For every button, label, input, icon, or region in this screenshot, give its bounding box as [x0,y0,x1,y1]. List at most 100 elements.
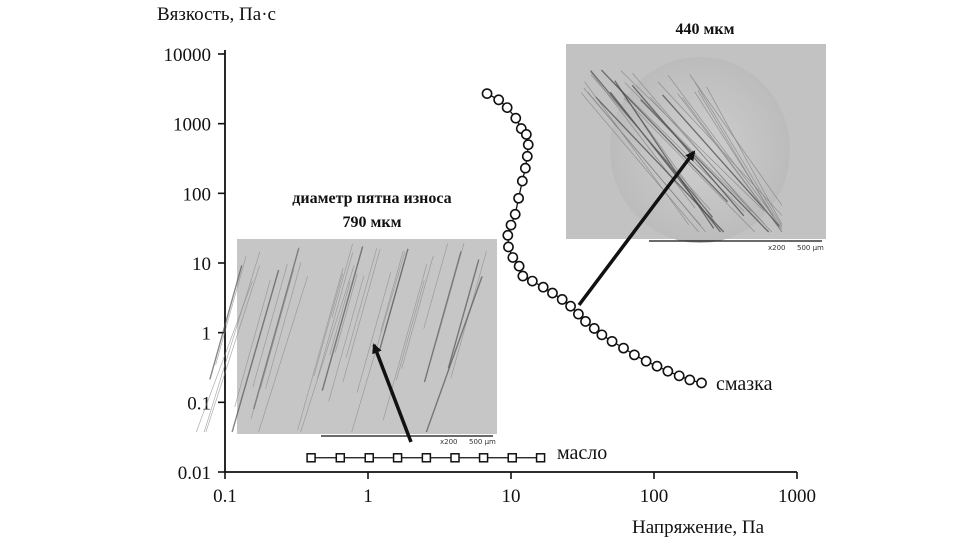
micrograph-magnification: x200 [440,438,458,446]
scratch-line [250,247,300,419]
data-point-grease [651,360,663,372]
wear-spot [610,57,790,243]
y-ticks: 0.01 0.1 1 10 100 1000 10000 [164,45,225,484]
data-point-grease [509,208,521,220]
x-axis-title: Напряжение, Па [632,517,765,538]
scratch-line [328,275,365,402]
series-oil [306,453,546,463]
scratch-line [425,276,483,433]
scratch-line [378,248,409,352]
scratch-line [584,81,690,226]
scratch-line [209,265,243,380]
scratch-line [587,92,706,233]
data-point-oil [507,453,517,463]
data-point-grease [507,252,519,263]
micrograph-image [237,239,497,434]
scratch-line [258,276,308,433]
scratch-line [580,92,699,233]
scratch-line [351,251,406,433]
y-tick-label: 100 [183,184,212,205]
data-point-grease [547,287,558,299]
micrograph-scratches [195,242,487,433]
data-point-oil [335,453,346,463]
data-point-grease [520,129,532,140]
scratch-line [313,273,344,377]
y-axis-title: Вязкость, Па·с [157,4,276,25]
data-point-grease [580,316,591,327]
y-tick-label: 0.01 [178,463,211,484]
scratch-line [231,269,280,433]
scratch-line [640,99,770,233]
data-point-grease [673,370,685,382]
y-tick-label: 10000 [164,45,212,66]
scratch-line [435,242,465,343]
data-point-grease [537,281,549,293]
scratch-line [620,70,765,212]
series-grease [481,88,707,389]
inset-caption-440: 440 мкм [675,21,734,38]
x-tick-label: 1000 [778,486,816,507]
data-point-grease [606,335,618,347]
x-tick-label: 0.1 [213,486,237,507]
scratch-line [423,243,448,329]
scratch-line [203,251,261,433]
data-point-grease [501,102,513,114]
scratch-line [342,248,381,383]
data-point-grease [628,349,640,361]
data-point-grease [503,241,514,253]
y-tick-label: 1 [202,324,212,345]
scratch-line [447,259,480,369]
data-point-oil [364,453,374,463]
data-point-grease [684,374,696,386]
scratch-line [260,269,295,389]
scratch-line [382,264,428,421]
data-point-grease [588,323,600,334]
data-point-grease [618,342,629,354]
data-point-grease [513,192,524,204]
series-label-oil: масло [557,442,607,464]
data-point-grease [493,94,505,106]
scratch-line [662,94,781,227]
scratch-line [234,280,271,407]
scratch-line [331,243,353,318]
micrograph-scale-label: 500 µm [797,244,824,252]
data-point-grease [696,377,707,389]
x-tick-label: 10 [502,486,521,507]
data-point-grease [510,112,522,124]
data-point-grease [662,365,674,377]
scratch-line [609,91,722,233]
scratch-line [215,256,247,365]
scratch-line [401,255,434,369]
data-point-grease [502,229,514,241]
micrograph-440: 440 мкм x200 500 µm [566,21,826,252]
scratch-line [317,252,354,379]
scratch-line [265,262,302,389]
y-tick-label: 10 [192,254,211,275]
scratch-line [657,81,783,216]
arrow-right [577,150,696,307]
scratch-line [300,265,355,433]
x-ticks: 0.1 1 10 100 1000 [213,472,816,507]
scratch-line [694,91,783,230]
scratch-line [380,250,404,332]
y-tick-label: 1000 [173,115,211,136]
data-point-grease [572,308,584,320]
data-point-oil [535,453,546,463]
micrograph-scale-label: 500 µm [469,438,496,446]
x-tick-label: 100 [640,486,669,507]
data-point-grease [640,355,652,367]
scratch-line [632,73,752,212]
data-point-grease [481,88,493,100]
data-point-grease [505,219,517,231]
scratch-line [667,74,774,216]
data-point-grease [565,300,576,312]
micrograph-790: диаметр пятна износа 790 мкм x200 500 µm [195,190,497,446]
data-point-grease [517,270,529,282]
scratch-line [623,97,756,233]
scratch-line [297,267,344,431]
data-point-grease [526,275,538,287]
arrow-left [372,343,413,443]
scratch-line [345,248,378,358]
scratch-line [677,93,783,233]
